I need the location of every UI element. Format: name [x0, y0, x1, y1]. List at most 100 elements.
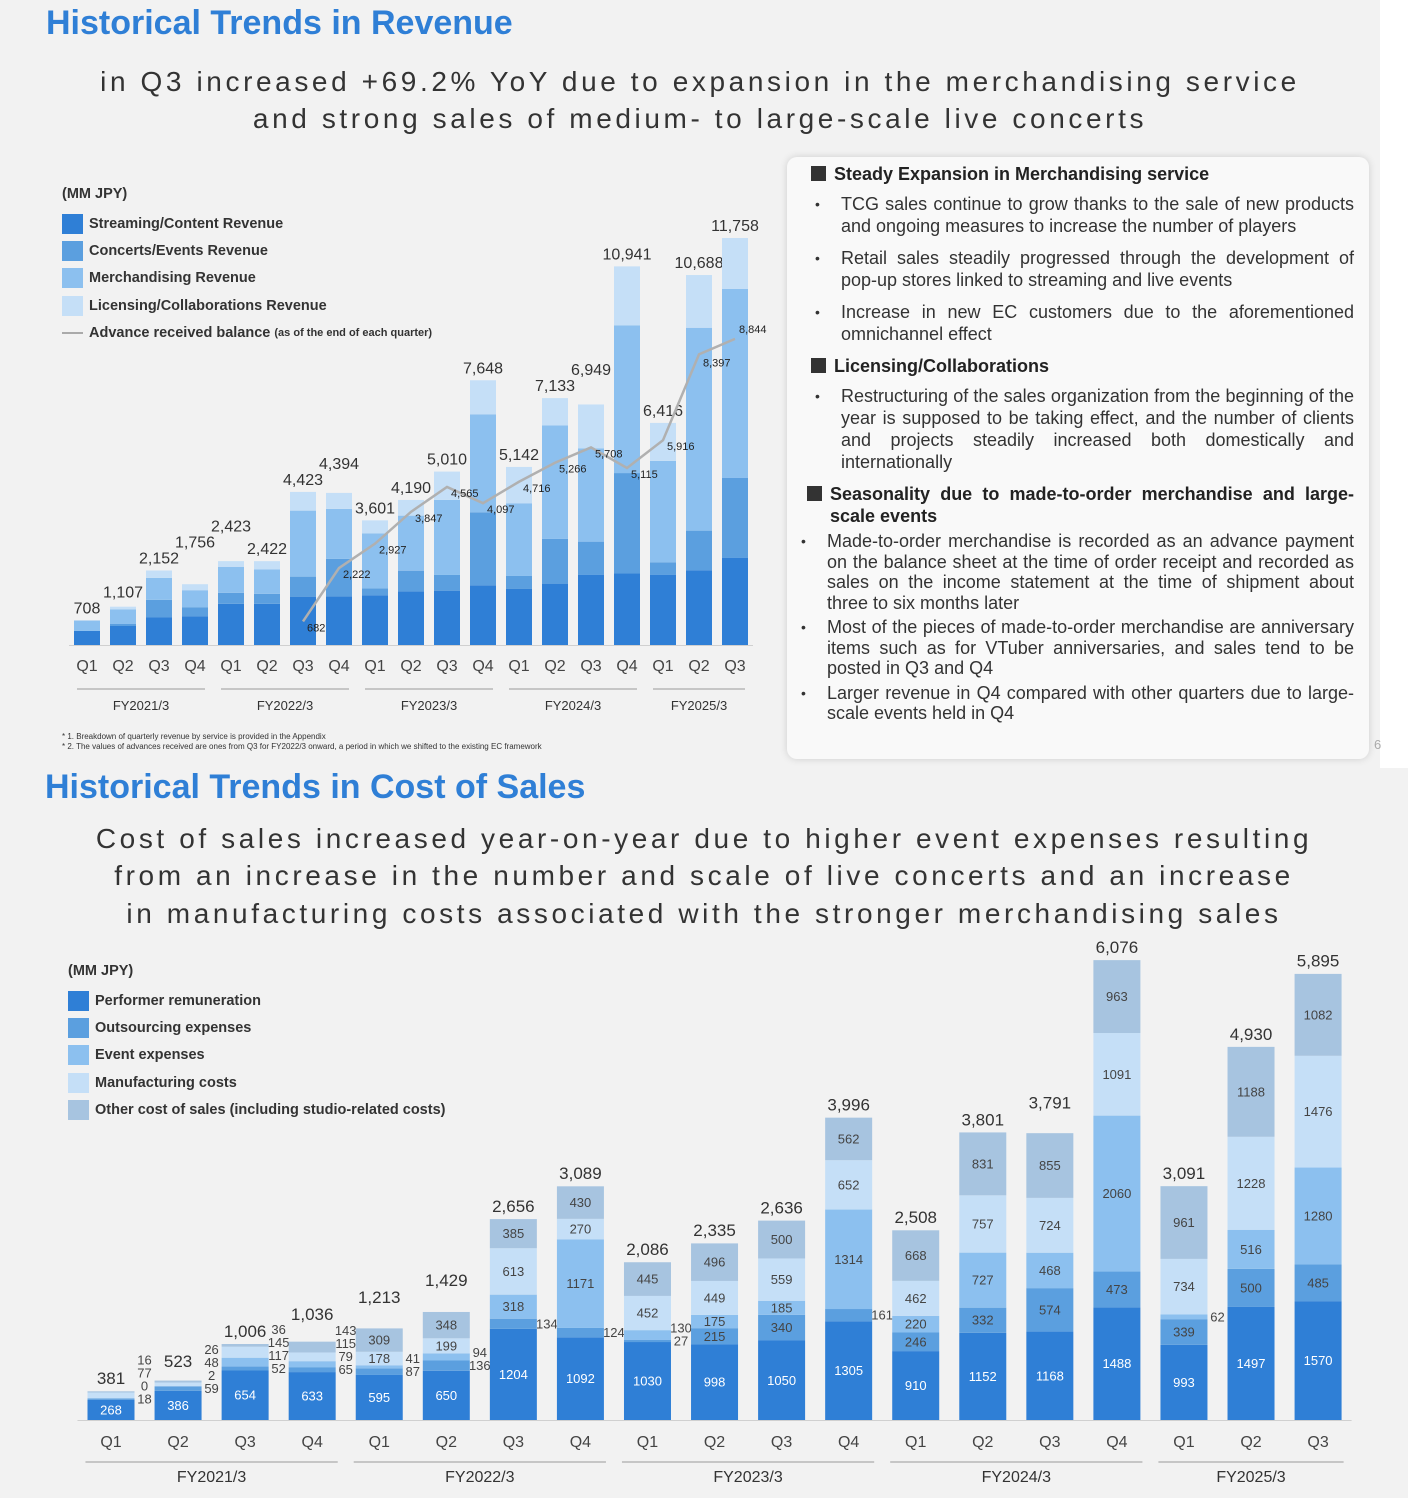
- bar-segment: [691, 1328, 739, 1345]
- bar-segment: [489, 1294, 537, 1319]
- total-label: 7,133: [535, 378, 575, 395]
- bar-segment: [470, 585, 496, 645]
- total-label: 11,758: [711, 218, 759, 235]
- bar-segment: [221, 1357, 269, 1367]
- legend-item: Advance received balance (as of the end …: [62, 319, 432, 346]
- subtitle-line-3: in manufacturing costs associated with t…: [126, 898, 1282, 929]
- segment-label: 117: [268, 1348, 289, 1363]
- fiscal-year-label: FY2022/3: [445, 1469, 514, 1486]
- bar-segment: [614, 325, 640, 474]
- segment-label: 79: [338, 1349, 352, 1364]
- bar-segment: [556, 1327, 604, 1338]
- segment-label: 48: [204, 1355, 218, 1370]
- legend-item: Event expenses: [68, 1042, 445, 1069]
- bar-segment: [422, 1360, 470, 1371]
- bar-segment: [1294, 1301, 1342, 1420]
- bar-segment: [892, 1332, 940, 1352]
- segment-label: 18: [137, 1392, 151, 1407]
- panel-bullet: Larger revenue in Q4 compared with other…: [801, 683, 1354, 724]
- bar-segment: [87, 1392, 135, 1399]
- segment-label: 185: [771, 1300, 793, 1315]
- quarter-tick-label: Q3: [292, 658, 313, 675]
- bar-segment: [650, 422, 676, 461]
- bar-segment: [290, 576, 316, 597]
- bar-segment: [146, 599, 172, 618]
- bar-segment: [74, 630, 100, 645]
- legend-item: Outsourcing expenses: [68, 1014, 445, 1041]
- bar-segment: [182, 607, 208, 617]
- line-value-label: 2,927: [379, 545, 407, 557]
- segment-label: 143: [335, 1323, 357, 1338]
- total-label: 7,648: [463, 360, 503, 377]
- quarter-tick-label: Q3: [1039, 1434, 1060, 1451]
- bar-segment: [288, 1367, 336, 1373]
- fiscal-year-label: FY2024/3: [545, 698, 601, 713]
- line-value-label: 3,847: [415, 513, 443, 525]
- total-label: 4,930: [1230, 1025, 1273, 1044]
- quarter-tick-label: Q1: [76, 658, 97, 675]
- bar-segment: [74, 620, 100, 631]
- segment-label: 59: [204, 1381, 218, 1396]
- page-title: Historical Trends in Revenue: [46, 4, 513, 42]
- segment-label: 87: [406, 1364, 420, 1379]
- bar-segment: [146, 617, 172, 645]
- bar-segment: [398, 591, 424, 645]
- segment-label: 473: [1106, 1282, 1128, 1297]
- segment-label: 215: [704, 1329, 726, 1344]
- line-value-label: 682: [307, 622, 325, 634]
- quarter-tick-label: Q2: [167, 1434, 188, 1451]
- bar-segment: [290, 510, 316, 577]
- segment-label: 562: [838, 1131, 860, 1146]
- bar-segment: [556, 1239, 604, 1328]
- segment-label: 136: [469, 1358, 491, 1373]
- segment-label: 161: [871, 1308, 893, 1323]
- bar-segment: [288, 1341, 336, 1353]
- segment-label: 1314: [834, 1252, 863, 1267]
- segment-label: 727: [972, 1273, 994, 1288]
- bar-segment: [221, 1370, 269, 1420]
- bar-segment: [288, 1352, 336, 1362]
- line-value-label: 8,397: [703, 357, 731, 369]
- segment-label: 340: [771, 1320, 793, 1335]
- legend-swatch: [62, 240, 83, 261]
- segment-label: 757: [972, 1216, 994, 1231]
- segment-label: 94: [473, 1345, 487, 1360]
- segment-label: 963: [1106, 989, 1128, 1004]
- quarter-tick-label: Q1: [220, 658, 241, 675]
- segment-label: 1497: [1237, 1356, 1266, 1371]
- segment-label: 516: [1240, 1242, 1262, 1257]
- bar-segment: [722, 557, 748, 645]
- bar-segment: [110, 609, 136, 624]
- segment-label: 1168: [1036, 1368, 1064, 1383]
- segment-label: 220: [905, 1317, 927, 1332]
- bar-segment: [1227, 1046, 1275, 1137]
- bar-segment: [1160, 1314, 1208, 1320]
- bar-segment: [578, 574, 604, 645]
- segment-label: 386: [167, 1398, 189, 1413]
- quarter-tick-label: Q3: [234, 1434, 255, 1451]
- bar-segment: [691, 1344, 739, 1420]
- bar-segment: [254, 603, 280, 645]
- segment-label: 1280: [1304, 1208, 1333, 1223]
- subtitle-line-2: from an increase in the number and scale…: [114, 860, 1294, 891]
- bar-segment: [892, 1230, 940, 1281]
- legend-item: Concerts/Events Revenue: [62, 237, 432, 264]
- legend-swatch: [62, 268, 83, 289]
- legend-label: Other cost of sales (including studio-re…: [95, 1101, 446, 1118]
- total-label: 1,107: [103, 584, 143, 601]
- line-value-label: 5,708: [595, 448, 623, 460]
- unit-label: (MM JPY): [68, 963, 134, 979]
- bar-segment: [154, 1380, 202, 1383]
- total-label: 2,636: [760, 1198, 803, 1217]
- segment-label: 668: [905, 1248, 927, 1263]
- segment-label: 27: [674, 1334, 688, 1349]
- legend-label: Performer remuneration: [95, 992, 261, 1009]
- segment-label: 1305: [834, 1363, 863, 1378]
- bar-segment: [506, 588, 532, 645]
- subtitle-line-2: and strong sales of medium- to large-sca…: [252, 103, 1148, 134]
- legend-item: Performer remuneration: [68, 987, 445, 1014]
- bar-segment: [758, 1300, 806, 1315]
- segment-label: 1082: [1304, 1007, 1333, 1022]
- bar-segment: [578, 541, 604, 575]
- segment-label: 1050: [767, 1373, 796, 1388]
